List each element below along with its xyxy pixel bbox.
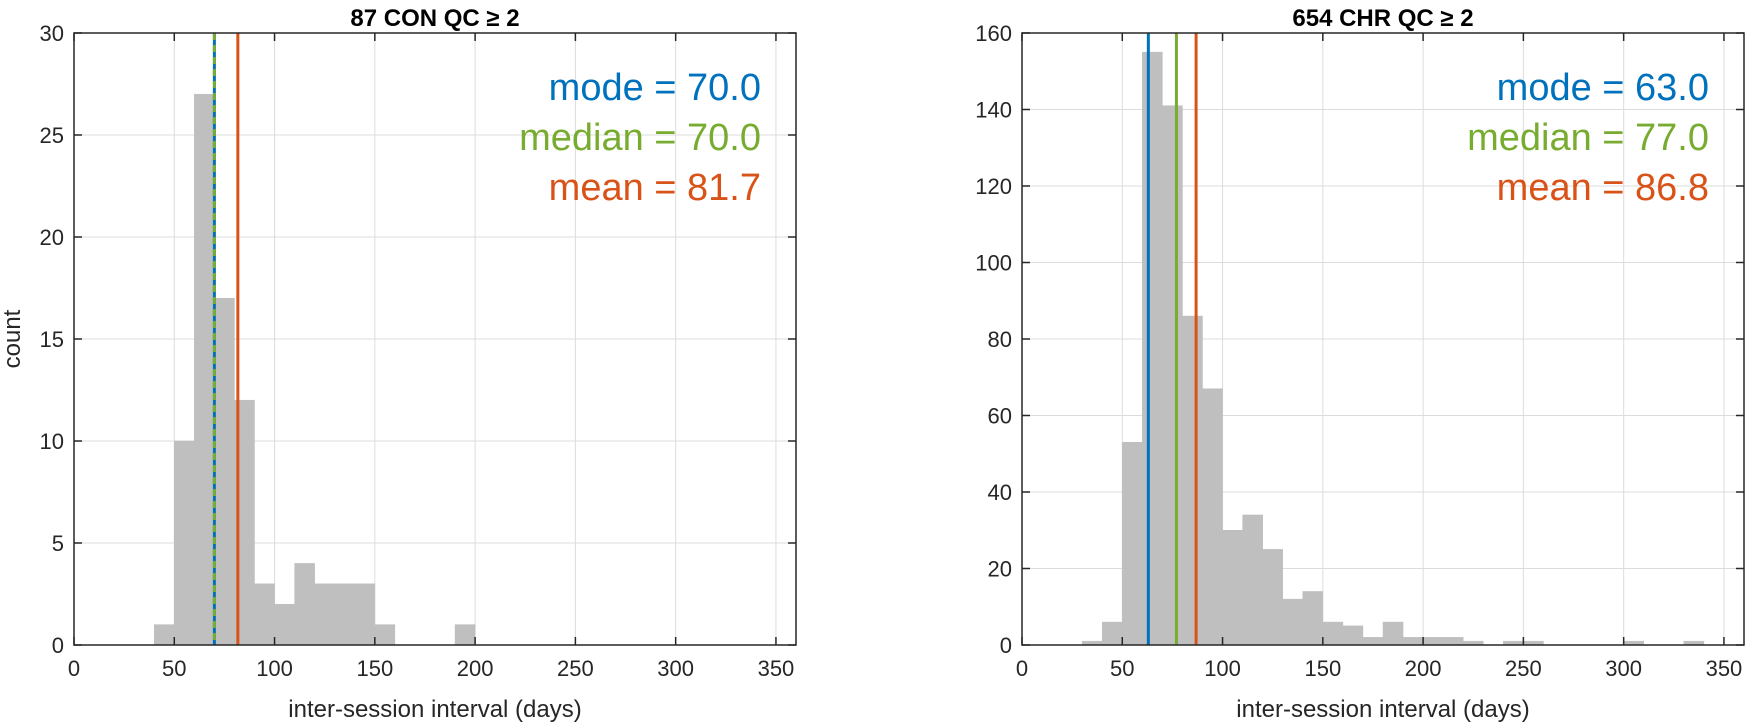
histogram-bar (1202, 388, 1223, 646)
y-axis-label: count (0, 309, 26, 368)
x-tick-label: 0 (1016, 656, 1028, 681)
x-tick-label: 0 (68, 656, 80, 681)
histogram-bar (1422, 637, 1444, 646)
histogram-bar (214, 297, 235, 646)
histogram-bar (1162, 105, 1183, 646)
histogram-bar (374, 624, 396, 646)
x-axis-label: inter-session interval (days) (288, 696, 581, 723)
y-tick-label: 0 (52, 633, 64, 658)
histogram-bar (1222, 530, 1243, 646)
histogram-bar (1142, 51, 1163, 646)
x-tick-label: 200 (1405, 656, 1442, 681)
y-tick-label: 30 (40, 21, 64, 46)
chart-title: 87 CON QC ≥ 2 (350, 5, 519, 32)
chart-title: 654 CHR QC ≥ 2 (1292, 5, 1473, 32)
histogram-bar (1101, 621, 1123, 646)
y-tick-label: 140 (975, 98, 1012, 123)
histogram-bar (1182, 315, 1203, 646)
stat-label: mean = 86.8 (1497, 167, 1709, 209)
y-tick-label: 100 (975, 251, 1012, 276)
histogram-bar (194, 93, 215, 646)
y-tick-label: 160 (975, 21, 1012, 46)
y-tick-label: 25 (40, 123, 64, 148)
stat-label: median = 77.0 (1467, 117, 1709, 159)
y-tick-label: 60 (988, 404, 1012, 429)
y-tick-label: 120 (975, 174, 1012, 199)
y-tick-label: 80 (988, 327, 1012, 352)
histogram-bar (174, 440, 195, 646)
stat-label: median = 70.0 (519, 117, 761, 159)
histogram-bar (1442, 637, 1464, 646)
x-tick-label: 300 (1605, 656, 1642, 681)
histogram-bar (1122, 442, 1143, 646)
histogram-bar (1322, 621, 1344, 646)
x-tick-label: 50 (162, 656, 186, 681)
histogram-bar (153, 624, 175, 646)
x-tick-label: 100 (1204, 656, 1241, 681)
y-tick-label: 20 (40, 225, 64, 250)
histogram-bar (1362, 637, 1384, 646)
x-tick-label: 350 (758, 656, 795, 681)
histogram-bar (254, 583, 275, 646)
x-tick-label: 300 (657, 656, 694, 681)
histogram-bar (274, 603, 295, 646)
y-tick-label: 20 (988, 557, 1012, 582)
histogram-panel-1: 0 50 100 150 200 250 300 350 0 5 10 15 20 25 30 87 CON … (0, 5, 797, 723)
histogram-bar (1262, 549, 1283, 646)
histogram-bar (334, 583, 356, 646)
x-tick-label: 250 (557, 656, 594, 681)
histogram-bar (354, 583, 376, 646)
histogram-bar (1302, 591, 1324, 646)
histogram-bar (1342, 625, 1364, 646)
y-tick-label: 15 (40, 327, 64, 352)
stat-label: mode = 70.0 (549, 67, 761, 109)
histogram-bar (1382, 621, 1404, 646)
x-tick-label: 50 (1110, 656, 1134, 681)
stat-label: mode = 63.0 (1497, 67, 1709, 109)
histogram-bar (314, 583, 335, 646)
histogram-bar (1402, 637, 1424, 646)
y-tick-label: 10 (40, 429, 64, 454)
stat-label: mean = 81.7 (549, 167, 761, 209)
histogram-panel-2: 0 50 100 150 200 250 300 350 0 20 40 60 80 100 120 140 1… (975, 5, 1745, 723)
x-tick-label: 200 (457, 656, 494, 681)
x-axis-label: inter-session interval (days) (1236, 696, 1529, 723)
x-tick-label: 150 (356, 656, 393, 681)
y-tick-label: 40 (988, 480, 1012, 505)
histogram-bar (294, 563, 315, 646)
x-tick-label: 100 (256, 656, 293, 681)
histogram-bar (1282, 598, 1304, 646)
y-tick-label: 5 (52, 531, 64, 556)
x-tick-label: 250 (1505, 656, 1542, 681)
y-tick-label: 0 (1000, 633, 1012, 658)
x-tick-label: 150 (1304, 656, 1341, 681)
x-tick-label: 350 (1706, 656, 1743, 681)
histogram-bar (454, 624, 476, 646)
histogram-bar (1242, 514, 1263, 646)
